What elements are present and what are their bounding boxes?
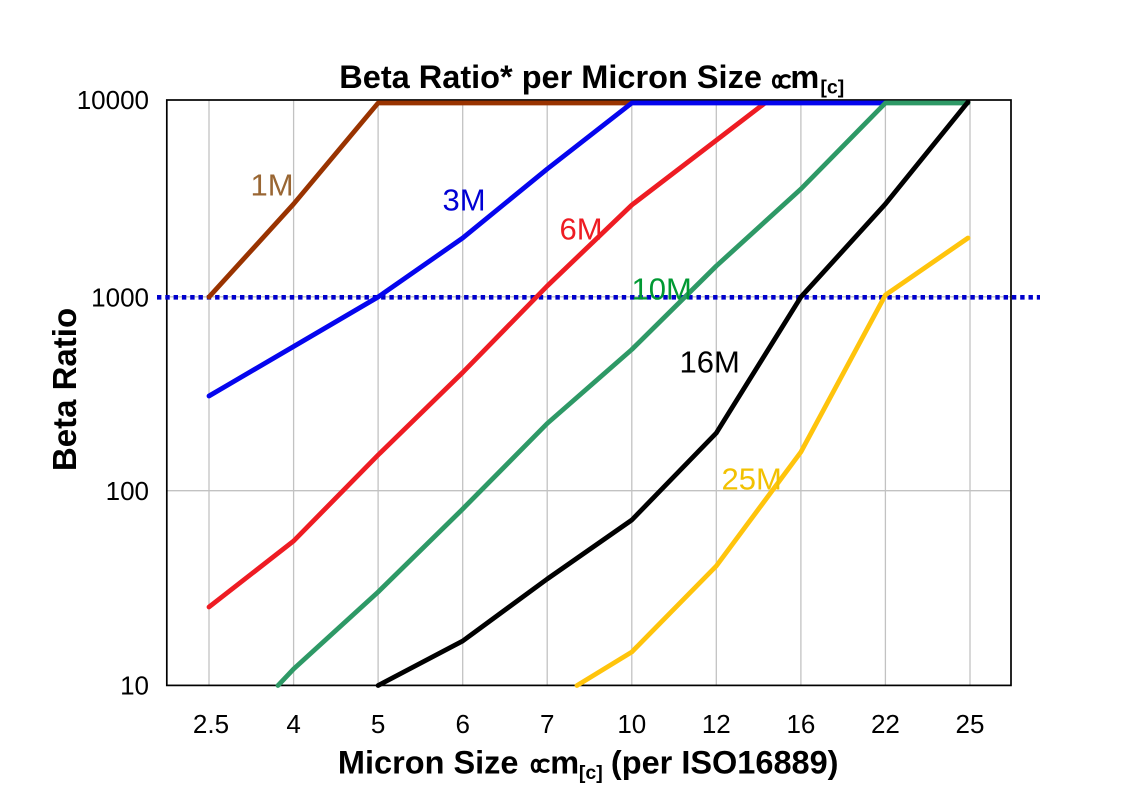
svg-text:(per ISO16889): (per ISO16889) bbox=[611, 745, 839, 781]
svg-text:10: 10 bbox=[617, 709, 646, 739]
svg-text:m: m bbox=[790, 59, 819, 95]
svg-text:3M: 3M bbox=[443, 183, 486, 218]
svg-text:12: 12 bbox=[702, 709, 731, 739]
svg-text:m: m bbox=[550, 745, 579, 781]
svg-text:Beta Ratio* per Micron Size: Beta Ratio* per Micron Size bbox=[339, 59, 762, 95]
svg-text:1000: 1000 bbox=[91, 282, 149, 312]
svg-text:Micron Size: Micron Size bbox=[338, 745, 519, 781]
svg-text:10: 10 bbox=[120, 670, 149, 700]
svg-text:Beta Ratio: Beta Ratio bbox=[46, 308, 83, 471]
svg-text:10000: 10000 bbox=[77, 85, 149, 115]
svg-text:1M: 1M bbox=[251, 168, 294, 203]
svg-text:100: 100 bbox=[106, 476, 149, 506]
svg-text:22: 22 bbox=[871, 709, 900, 739]
svg-text:16: 16 bbox=[786, 709, 815, 739]
svg-text:7: 7 bbox=[540, 709, 554, 739]
svg-text:25M: 25M bbox=[722, 462, 782, 497]
svg-text:2.5: 2.5 bbox=[193, 709, 229, 739]
svg-text:5: 5 bbox=[371, 709, 385, 739]
svg-text:[c]: [c] bbox=[820, 77, 844, 99]
svg-text:4: 4 bbox=[286, 709, 300, 739]
svg-text:6M: 6M bbox=[560, 212, 603, 247]
svg-text:6: 6 bbox=[455, 709, 469, 739]
svg-text:10M: 10M bbox=[632, 272, 692, 307]
svg-text:16M: 16M bbox=[680, 345, 740, 380]
svg-text:[c]: [c] bbox=[579, 762, 603, 784]
svg-text:25: 25 bbox=[956, 709, 985, 739]
